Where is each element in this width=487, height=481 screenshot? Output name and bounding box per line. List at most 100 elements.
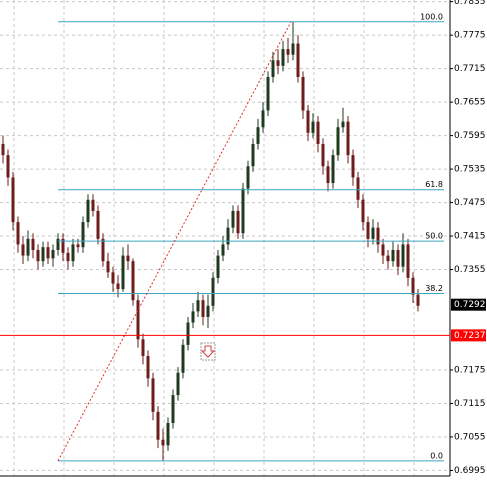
candle-body xyxy=(61,238,65,253)
candle-body xyxy=(261,110,265,128)
candle-body xyxy=(11,177,15,223)
candle-body xyxy=(316,121,320,144)
candle-body xyxy=(161,439,165,446)
price-box xyxy=(451,329,486,342)
candle-body xyxy=(246,166,250,189)
y-tick-label: 0.7355 xyxy=(454,265,486,275)
candle-body xyxy=(216,255,220,278)
candle-body xyxy=(41,247,45,262)
candle-body xyxy=(416,294,420,306)
candle-body xyxy=(26,238,30,256)
candle-body xyxy=(326,166,330,184)
candle-body xyxy=(116,283,120,290)
y-tick-label: 0.7835 xyxy=(454,0,486,7)
candle-body xyxy=(341,121,345,128)
y-tick-label: 0.7475 xyxy=(454,198,486,208)
candle-body xyxy=(66,252,70,262)
candle-body xyxy=(56,238,60,250)
candle-body xyxy=(266,77,270,111)
y-tick-label: 0.7175 xyxy=(454,365,486,375)
candle-body xyxy=(46,247,50,259)
candle-body xyxy=(336,127,340,156)
y-tick-label: 0.7415 xyxy=(454,232,486,242)
candle-body xyxy=(181,344,185,373)
candle-body xyxy=(211,277,215,306)
candle-body xyxy=(136,300,140,340)
candle-body xyxy=(126,255,130,262)
y-tick-label: 0.7775 xyxy=(454,31,486,41)
candle-body xyxy=(121,255,125,290)
candle-body xyxy=(171,395,175,423)
candle-body xyxy=(241,188,245,234)
price-box xyxy=(451,298,486,311)
candle-body xyxy=(151,378,155,412)
candle-body xyxy=(166,422,170,446)
candle-body xyxy=(71,244,75,262)
candle-body xyxy=(86,199,90,223)
fib-label: 50.0 xyxy=(425,232,443,241)
sell-arrow-icon xyxy=(200,342,216,361)
fib-label: 38.2 xyxy=(425,284,443,293)
candle-body xyxy=(356,177,360,200)
candle-body xyxy=(306,110,310,133)
candle-body xyxy=(131,261,135,301)
candle-body xyxy=(256,127,260,144)
y-tick-label: 0.7115 xyxy=(454,399,486,409)
candle-body xyxy=(186,322,190,345)
candle-body xyxy=(371,227,375,239)
candle-body xyxy=(346,121,350,156)
candle-body xyxy=(196,300,200,312)
candle-body xyxy=(76,244,80,248)
candle-body xyxy=(351,155,355,178)
candle-body xyxy=(411,277,415,295)
candle-body xyxy=(141,339,145,357)
candle-body xyxy=(111,272,115,284)
candle-body xyxy=(1,143,5,156)
candle-body xyxy=(16,222,20,245)
candle-body xyxy=(311,121,315,133)
candle-body xyxy=(281,49,285,66)
y-tick-label: 0.7535 xyxy=(454,165,486,175)
candle-body xyxy=(206,305,210,317)
candle-body xyxy=(321,143,325,167)
fib-label: 61.8 xyxy=(425,180,443,189)
candle-body xyxy=(271,60,275,78)
candle-body xyxy=(391,249,395,262)
candle-body xyxy=(331,155,335,184)
y-tick-label: 0.7055 xyxy=(454,432,486,442)
candle-body xyxy=(381,244,385,256)
candle-body xyxy=(36,249,40,262)
fib-label: 0.0 xyxy=(430,451,443,460)
candle-body xyxy=(236,210,240,234)
candle-body xyxy=(51,249,55,259)
candle-body xyxy=(191,311,195,323)
y-tick-label: 0.6995 xyxy=(454,466,486,476)
candle-body xyxy=(276,60,280,66)
candle-body xyxy=(156,411,160,440)
candle-body xyxy=(286,49,290,55)
candle-body xyxy=(31,238,35,250)
candle-body xyxy=(401,244,405,267)
candle-body xyxy=(386,255,390,262)
candle-body xyxy=(406,244,410,278)
candle-body xyxy=(201,300,205,317)
candle-body xyxy=(21,244,25,256)
candle-body xyxy=(291,43,295,55)
candle-body xyxy=(376,227,380,245)
candle-body xyxy=(366,222,370,239)
candle-body xyxy=(176,372,180,396)
candle-body xyxy=(106,261,110,273)
candle-body xyxy=(221,244,225,256)
candle-body xyxy=(81,222,85,248)
vertical-grid xyxy=(13,0,415,476)
y-tick-label: 0.7715 xyxy=(454,64,486,74)
candle-body xyxy=(101,238,105,262)
candle-body xyxy=(251,143,255,167)
candle-body xyxy=(91,199,95,211)
candle-body xyxy=(301,77,305,111)
candle-body xyxy=(361,199,365,223)
candle-body xyxy=(146,356,150,379)
candle-body xyxy=(396,249,400,267)
